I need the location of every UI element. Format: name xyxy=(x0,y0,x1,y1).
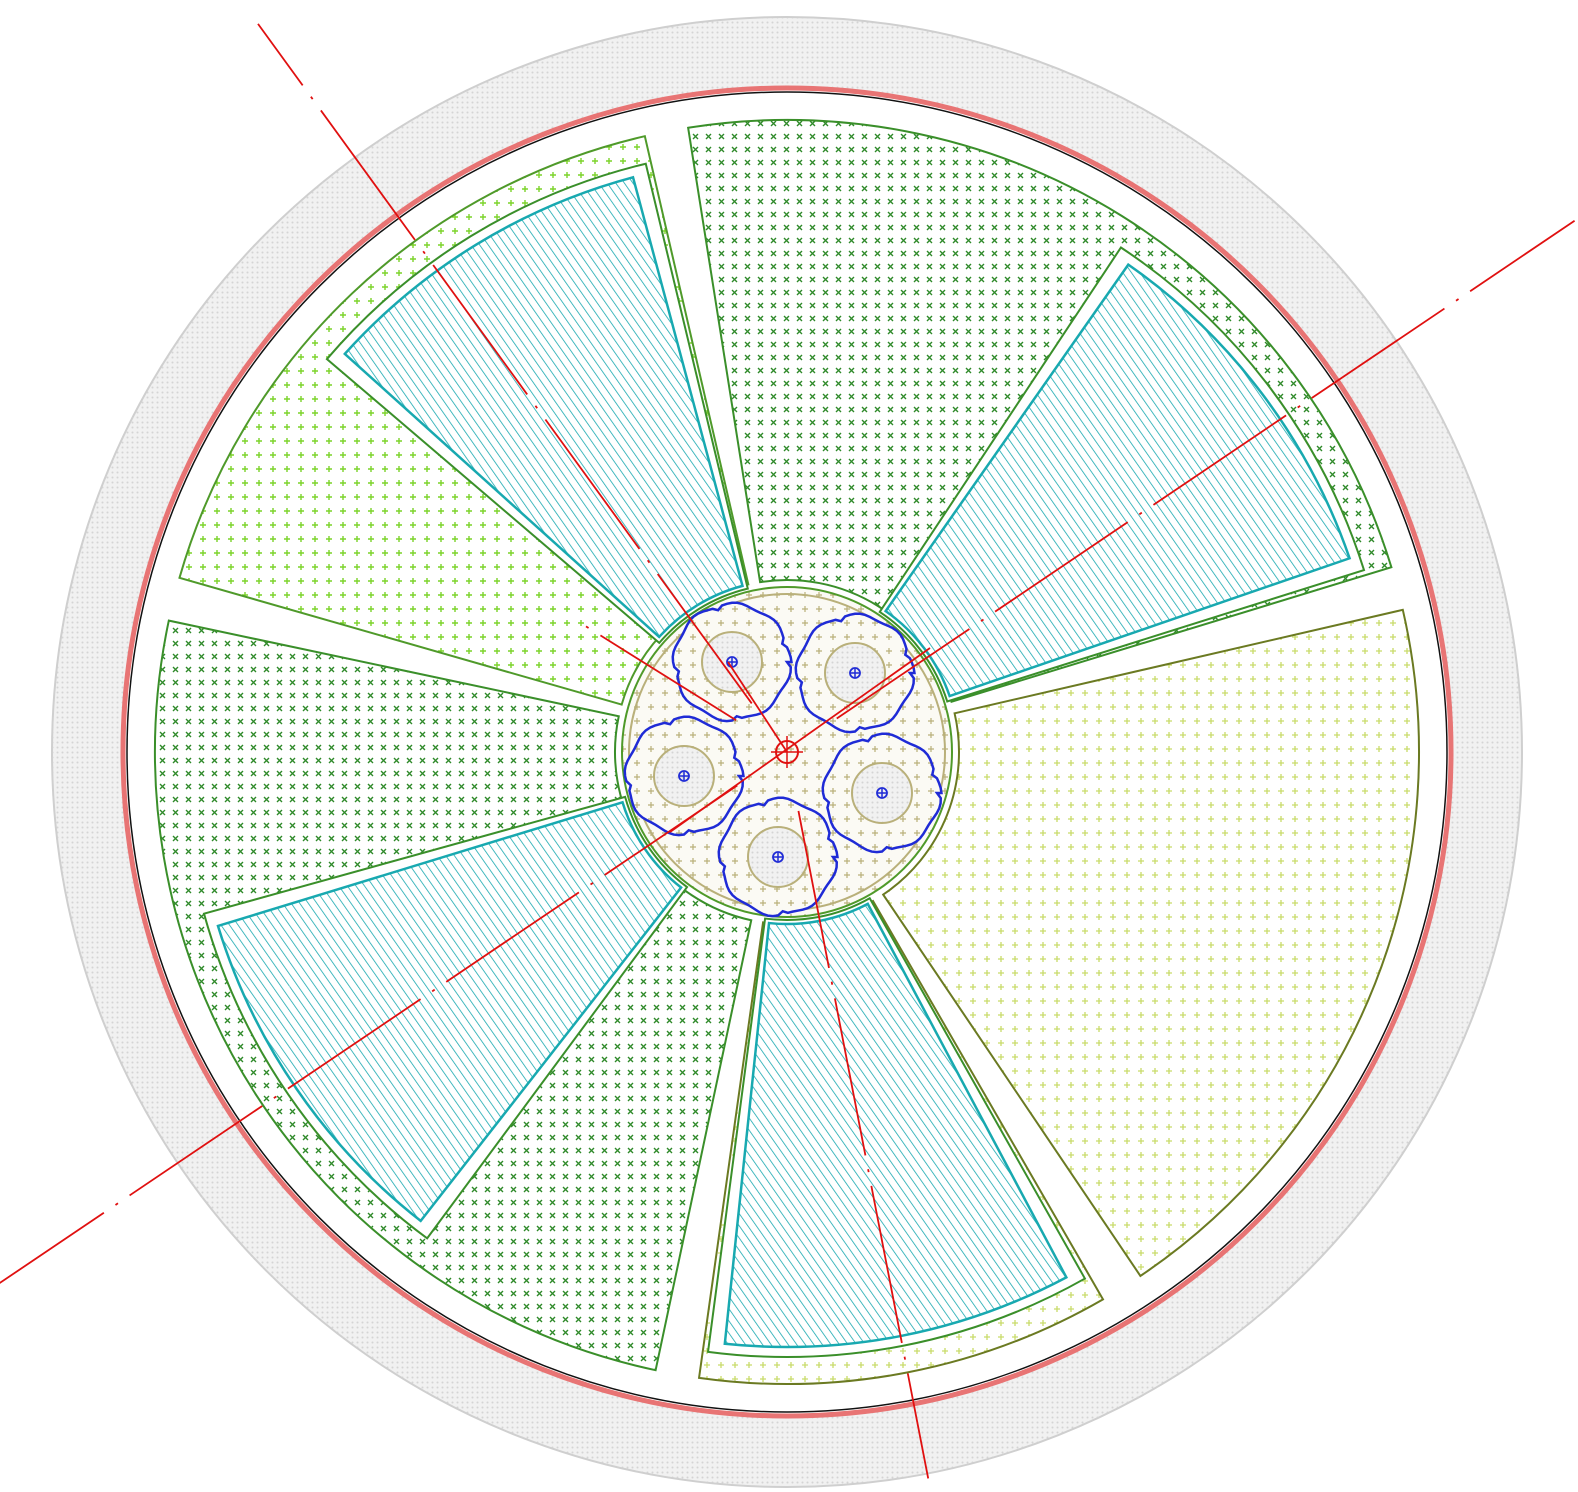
conductor-sector xyxy=(216,800,683,1223)
sub-core-center xyxy=(678,770,690,782)
conductor-sector xyxy=(343,175,745,639)
center-line xyxy=(797,810,930,1479)
center-line xyxy=(669,647,931,833)
center-line xyxy=(836,220,1576,720)
center-line xyxy=(574,618,737,721)
conductor-sector xyxy=(723,902,1069,1349)
black-ring xyxy=(126,91,1448,1413)
sub-core-cross xyxy=(878,789,886,797)
sub-core-center xyxy=(772,851,784,863)
sub-core-center xyxy=(849,667,861,679)
center-line xyxy=(0,784,738,1284)
sub-core-center xyxy=(876,787,888,799)
filler-sector xyxy=(881,608,1420,1278)
center-cross xyxy=(771,736,803,768)
sub-core-cross xyxy=(774,853,782,861)
sub-core-cross xyxy=(680,772,688,780)
center-line xyxy=(727,661,788,753)
sub-core-cross xyxy=(851,669,859,677)
center-line xyxy=(257,23,753,704)
sub-core-cross xyxy=(728,658,736,666)
conductor-sector xyxy=(883,262,1352,698)
